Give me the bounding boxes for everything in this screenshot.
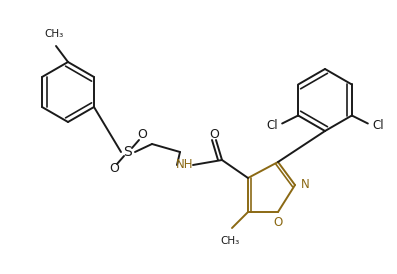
Text: N: N xyxy=(301,178,309,192)
Text: O: O xyxy=(209,127,219,141)
Text: O: O xyxy=(274,215,283,229)
Text: Cl: Cl xyxy=(372,119,384,132)
Text: O: O xyxy=(137,129,147,141)
Text: NH: NH xyxy=(176,158,194,172)
Text: Cl: Cl xyxy=(266,119,278,132)
Text: CH₃: CH₃ xyxy=(44,29,64,39)
Text: O: O xyxy=(109,162,119,176)
Text: CH₃: CH₃ xyxy=(220,236,240,246)
Text: S: S xyxy=(123,145,132,159)
